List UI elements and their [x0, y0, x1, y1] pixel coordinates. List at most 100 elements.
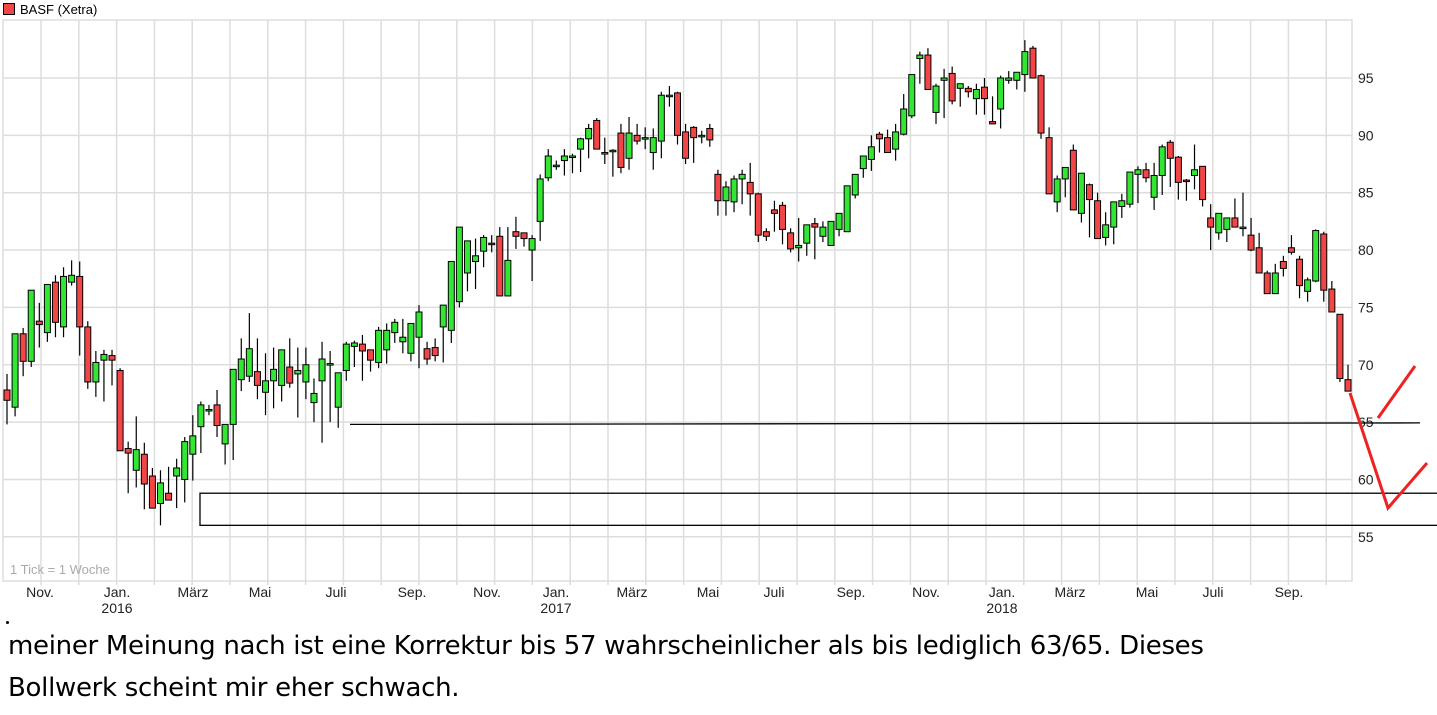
candle — [1263, 270, 1271, 295]
candle — [124, 441, 132, 494]
candle-body-down — [1199, 165, 1207, 201]
candle — [1045, 127, 1053, 195]
candle — [989, 96, 997, 125]
candle-body-up — [132, 449, 140, 471]
candle — [463, 240, 471, 292]
candle-body-up — [447, 261, 455, 331]
candle-body-up — [391, 321, 399, 334]
candle — [407, 322, 415, 362]
candle — [1118, 193, 1126, 218]
candle-body-up — [1061, 166, 1069, 180]
candle-body-up — [641, 137, 649, 140]
candle — [84, 321, 92, 389]
candle-body-up — [738, 173, 746, 180]
candle-body-down — [964, 87, 972, 93]
candle-body-up — [577, 138, 585, 150]
candle-body-down — [367, 349, 375, 361]
x-tick-label: Nov. — [473, 584, 501, 600]
candle — [803, 224, 811, 256]
support-line — [349, 422, 1421, 426]
candle — [819, 221, 827, 243]
bullet-dot — [6, 621, 9, 624]
candle — [552, 160, 560, 170]
candle — [649, 128, 657, 170]
candle — [762, 228, 770, 241]
candle-body-down — [1263, 272, 1271, 295]
x-tick-label: Sep. — [398, 584, 427, 600]
candle-body-down — [787, 232, 795, 250]
candle-body-down — [431, 347, 439, 357]
candle — [754, 192, 762, 243]
x-tick-label: Jan. — [543, 584, 569, 600]
candle-body-down — [1174, 156, 1182, 183]
candle-body-down — [253, 371, 261, 386]
candle — [43, 283, 51, 342]
candle — [657, 91, 665, 159]
candle — [738, 169, 746, 205]
candle-body-up — [795, 244, 803, 249]
candle-body-up — [229, 368, 237, 425]
candle-body-down — [1287, 247, 1295, 253]
y-tick-label: 55 — [1358, 529, 1374, 545]
candle-body-down — [1142, 169, 1150, 179]
candle — [496, 227, 504, 297]
grid-lines — [2, 19, 1353, 585]
candle-body-down — [1037, 75, 1045, 134]
candle — [375, 326, 383, 369]
candle — [900, 94, 908, 136]
candle — [851, 173, 859, 199]
candle-body-up — [1150, 174, 1158, 198]
candle — [577, 137, 585, 173]
candle-body-up — [972, 88, 980, 100]
candle-body-down — [1296, 258, 1304, 287]
candle — [641, 127, 649, 150]
candle — [391, 318, 399, 343]
candle-body-up — [1134, 169, 1142, 175]
candle-body-up — [221, 423, 229, 445]
candle-body-up — [1215, 212, 1223, 234]
candle — [229, 368, 237, 460]
candle-body-down — [358, 343, 366, 352]
candle-body-down — [1247, 234, 1255, 251]
candle-body-down — [76, 275, 84, 328]
candle-body-down — [286, 366, 294, 384]
candle-body-up — [544, 155, 552, 179]
candle-body-down — [706, 127, 714, 141]
candle — [932, 83, 940, 124]
candle-body-up — [407, 322, 415, 354]
candle — [35, 302, 43, 348]
candle — [730, 175, 738, 213]
candle-body-up — [92, 361, 100, 383]
candle-body-down — [165, 492, 173, 501]
comment-text: meiner Meinung nach ist eine Korrektur b… — [8, 625, 1428, 709]
candle-body-down — [1328, 288, 1336, 313]
candle-body-up — [859, 155, 867, 170]
candle-body-up — [205, 408, 213, 412]
candle-body-up — [1021, 51, 1029, 76]
candle — [68, 260, 76, 286]
x-tick-year-label: 2018 — [986, 600, 1017, 616]
candle — [318, 341, 326, 443]
candle — [706, 123, 714, 147]
candle — [940, 68, 948, 119]
candle — [358, 334, 366, 381]
candle — [326, 350, 334, 423]
candle-body-down — [633, 134, 641, 142]
candle — [827, 220, 835, 246]
candle — [350, 340, 358, 368]
candle — [262, 353, 270, 416]
candle-body-up — [827, 220, 835, 246]
candlestick-chart: 55 60 65 70 75 80 85 90 95 Nov. Jan. 2016 März Mai Ju… — [2, 2, 1437, 616]
candle — [972, 83, 980, 115]
candle — [472, 238, 480, 290]
candle — [1029, 45, 1037, 79]
candle-body-down — [682, 131, 690, 159]
candle — [924, 48, 932, 90]
candle-body-up — [439, 304, 447, 328]
candle — [270, 347, 278, 409]
candle — [1174, 155, 1182, 200]
candle-body-down — [1231, 217, 1239, 228]
candle-body-down — [148, 475, 156, 509]
candle — [811, 217, 819, 260]
